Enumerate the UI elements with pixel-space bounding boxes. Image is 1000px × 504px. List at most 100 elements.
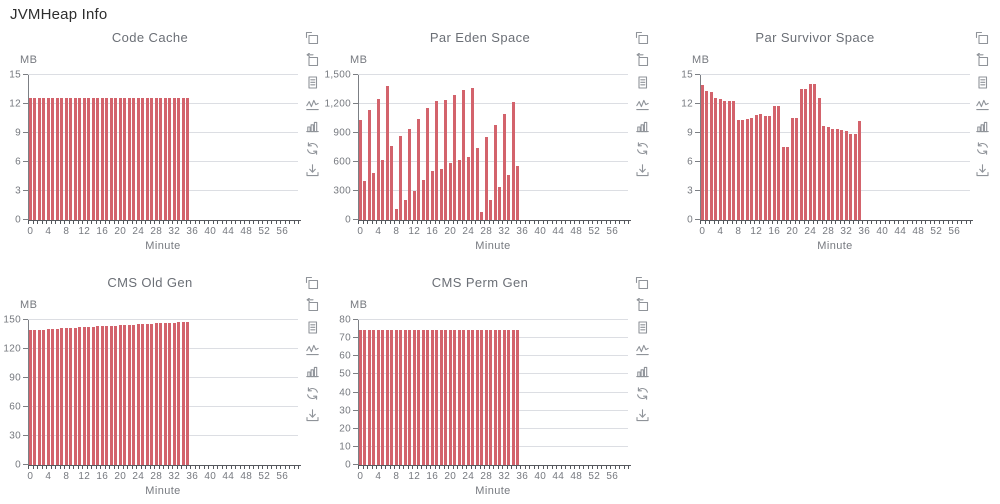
data-zoom-icon[interactable] [635,31,650,46]
bar-minute-30 [163,322,167,465]
x-tick-label: 12 [78,471,91,482]
data-zoom-icon[interactable] [305,31,320,46]
save-image-icon[interactable] [305,163,320,178]
save-image-icon[interactable] [975,163,990,178]
save-image-icon[interactable] [305,408,320,423]
bar-minute-21 [123,98,127,220]
y-tick-mark [695,219,700,220]
save-image-icon[interactable] [635,163,650,178]
bar-chart-icon[interactable] [635,119,650,134]
data-view-icon[interactable] [305,320,320,335]
y-tick-label: 0 [345,459,351,471]
bar-minute-18 [439,168,443,220]
bar-minute-10 [73,98,77,220]
save-image-icon[interactable] [635,408,650,423]
data-zoom-icon[interactable] [635,276,650,291]
x-tick-mark [628,465,629,469]
y-tick-label: 0 [687,214,693,226]
x-tick-mark [86,465,88,469]
line-chart-icon[interactable] [635,342,650,357]
line-chart-icon[interactable] [635,97,650,112]
line-chart-icon[interactable] [305,97,320,112]
x-tick-mark [515,220,517,224]
x-axis-name: Minute [475,485,511,497]
restore-icon[interactable] [305,141,320,156]
restore-icon[interactable] [305,386,320,401]
x-tick-mark [470,465,472,469]
bar-minute-3 [372,172,376,220]
data-zoom-reset-icon[interactable] [975,53,990,68]
x-tick-label: 48 [570,471,583,482]
bar-minute-13 [759,113,763,220]
bar-minute-1 [33,329,37,465]
data-zoom-icon[interactable] [975,31,990,46]
x-tick-mark [293,220,295,224]
gridline [700,190,970,191]
x-tick-mark [100,465,101,469]
bar-chart-icon[interactable] [305,119,320,134]
x-axis-name: Minute [475,240,511,252]
bar-minute-8 [736,120,740,220]
data-zoom-reset-icon[interactable] [635,53,650,68]
data-zoom-reset-icon[interactable] [305,298,320,313]
bar-minute-23 [132,98,136,220]
x-tick-mark [466,465,467,469]
x-tick-mark [239,220,241,224]
bar-minute-29 [159,98,163,220]
bar-minute-3 [42,329,46,465]
bar-minute-0 [358,120,362,220]
x-tick-mark [95,465,97,469]
x-tick-mark [271,220,272,224]
bar-chart-icon[interactable] [305,364,320,379]
x-tick-mark [149,465,151,469]
x-tick-mark [767,220,769,224]
restore-icon[interactable] [975,141,990,156]
bar-minute-6 [385,329,389,465]
x-tick-mark [475,220,476,224]
bar-minute-11 [408,129,412,220]
restore-icon[interactable] [635,141,650,156]
x-tick-mark [358,220,359,224]
x-tick-mark [538,465,539,469]
x-tick-label: 40 [876,226,889,237]
x-tick-mark [248,465,250,469]
y-tick-mark [353,464,358,465]
x-tick-mark [475,465,476,469]
x-tick-mark [529,465,530,469]
x-tick-mark [358,465,359,469]
data-view-icon[interactable] [635,320,650,335]
bar-chart-icon[interactable] [975,119,990,134]
x-tick-mark [929,220,931,224]
x-tick-mark [704,220,706,224]
x-tick-mark [37,465,38,469]
x-tick-mark [605,465,607,469]
x-tick-mark [190,465,191,469]
data-view-icon[interactable] [635,75,650,90]
x-tick-mark [163,220,164,224]
x-tick-mark [808,220,809,224]
bar-minute-22 [457,329,461,465]
x-tick-mark [262,465,263,469]
bar-minute-6 [727,101,731,220]
data-zoom-icon[interactable] [305,276,320,291]
x-tick-mark [136,465,137,469]
x-tick-mark [934,220,935,224]
data-zoom-reset-icon[interactable] [305,53,320,68]
bar-minute-22 [457,160,461,220]
gridline [358,190,628,191]
line-chart-icon[interactable] [975,97,990,112]
restore-icon[interactable] [635,386,650,401]
line-chart-icon[interactable] [305,342,320,357]
bar-minute-2 [37,98,41,220]
data-view-icon[interactable] [305,75,320,90]
data-zoom-reset-icon[interactable] [635,298,650,313]
y-tick-mark [23,103,28,104]
x-tick-mark [911,220,913,224]
x-tick-mark [601,220,602,224]
data-view-icon[interactable] [975,75,990,90]
x-tick-mark [871,220,872,224]
x-tick-label: 16 [96,226,109,237]
x-tick-mark [199,220,200,224]
x-tick-label: 0 [699,226,706,237]
bar-chart-icon[interactable] [635,364,650,379]
